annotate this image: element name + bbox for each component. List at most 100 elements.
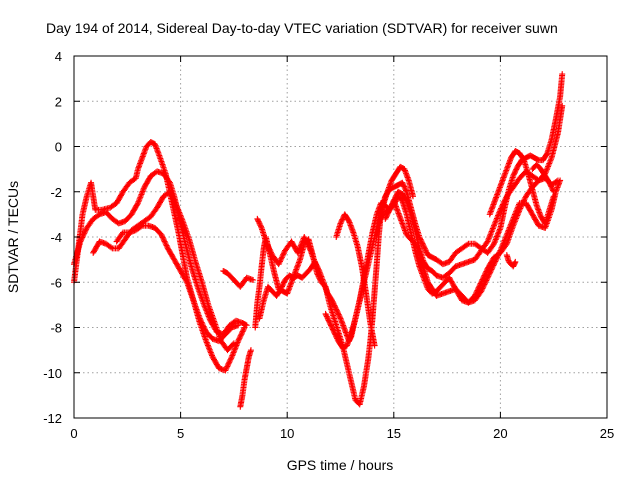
- data-point: [414, 245, 421, 252]
- data-point: [399, 180, 406, 187]
- data-point: [323, 312, 330, 319]
- data-point: [174, 205, 181, 212]
- data-point: [504, 230, 511, 237]
- data-point: [280, 250, 287, 257]
- data-point: [502, 234, 509, 241]
- data-point: [495, 212, 502, 219]
- data-point: [199, 322, 206, 329]
- data-point: [483, 276, 490, 283]
- data-point: [486, 232, 493, 239]
- data-point: [230, 349, 237, 356]
- data-point: [279, 283, 286, 290]
- data-point: [491, 240, 498, 247]
- data-point: [237, 332, 244, 339]
- data-point: [176, 209, 183, 216]
- data-point: [493, 216, 500, 223]
- data-point: [333, 334, 340, 341]
- data-point: [207, 349, 214, 356]
- data-point: [235, 322, 242, 329]
- data-point: [328, 323, 335, 330]
- data-point: [492, 219, 499, 226]
- data-point: [547, 157, 554, 164]
- data-point: [200, 323, 207, 330]
- data-point: [78, 237, 85, 244]
- data-point: [170, 196, 177, 203]
- x-tick-label: 20: [493, 426, 507, 441]
- data-point: [496, 208, 503, 215]
- data-point: [278, 254, 285, 261]
- data-point: [487, 269, 494, 276]
- data-point: [514, 205, 521, 212]
- data-point: [162, 241, 169, 248]
- data-point: [82, 227, 89, 234]
- data-point: [413, 244, 420, 251]
- data-point: [166, 188, 173, 195]
- data-point: [498, 204, 505, 211]
- data-point: [159, 234, 166, 241]
- data-point: [266, 246, 273, 253]
- data-point: [546, 160, 553, 167]
- data-point: [325, 317, 332, 324]
- data-point: [421, 244, 428, 251]
- data-point: [81, 229, 88, 236]
- x-tick-labels: 0 5 10 15 20 25: [70, 426, 614, 441]
- data-point: [134, 201, 141, 208]
- data-point: [162, 239, 169, 246]
- data-point: [160, 235, 167, 242]
- data-point: [225, 360, 232, 367]
- data-point: [235, 338, 242, 345]
- data-point: [386, 206, 393, 213]
- data-point: [504, 228, 511, 235]
- data-point: [231, 348, 238, 355]
- data-point: [254, 217, 261, 224]
- data-point: [544, 164, 551, 171]
- data-point: [208, 352, 215, 359]
- data-point: [177, 212, 184, 219]
- data-point: [140, 187, 147, 194]
- data-point: [265, 243, 272, 250]
- data-point: [545, 163, 552, 170]
- data-point: [278, 255, 285, 262]
- data-point: [177, 213, 184, 220]
- data-point: [383, 213, 390, 220]
- data-point: [510, 215, 517, 222]
- data-point: [509, 217, 516, 224]
- data-point: [488, 228, 495, 235]
- data-point: [167, 190, 174, 197]
- data-point: [501, 237, 508, 244]
- data-point: [487, 267, 494, 274]
- data-point: [499, 243, 506, 250]
- data-point: [137, 192, 144, 199]
- data-point: [329, 298, 336, 305]
- data-point: [159, 233, 166, 240]
- data-point: [520, 155, 527, 162]
- data-point: [137, 194, 144, 201]
- data-point: [169, 194, 176, 201]
- data-point: [493, 255, 500, 262]
- data-point: [494, 254, 501, 261]
- data-point: [235, 336, 242, 343]
- data-point: [512, 258, 519, 265]
- data-point: [382, 214, 389, 221]
- data-point: [478, 288, 485, 295]
- data-point: [545, 162, 552, 169]
- data-point: [412, 242, 419, 249]
- y-tick-labels: 4 2 0 -2 -4 -6 -8 -10 -12: [43, 49, 62, 426]
- data-point: [500, 240, 507, 247]
- data-point: [485, 272, 492, 279]
- data-point: [264, 242, 271, 249]
- data-point: [494, 232, 501, 239]
- data-point: [497, 247, 504, 254]
- data-point: [223, 364, 230, 371]
- data-point: [511, 211, 518, 218]
- data-point: [337, 220, 344, 227]
- data-point: [240, 327, 247, 334]
- data-point: [371, 342, 378, 349]
- data-point: [95, 212, 102, 219]
- data-point: [168, 191, 175, 198]
- data-point: [229, 351, 236, 358]
- data-point: [164, 243, 171, 250]
- data-point: [500, 238, 507, 245]
- data-point: [256, 219, 263, 226]
- data-point: [421, 245, 428, 252]
